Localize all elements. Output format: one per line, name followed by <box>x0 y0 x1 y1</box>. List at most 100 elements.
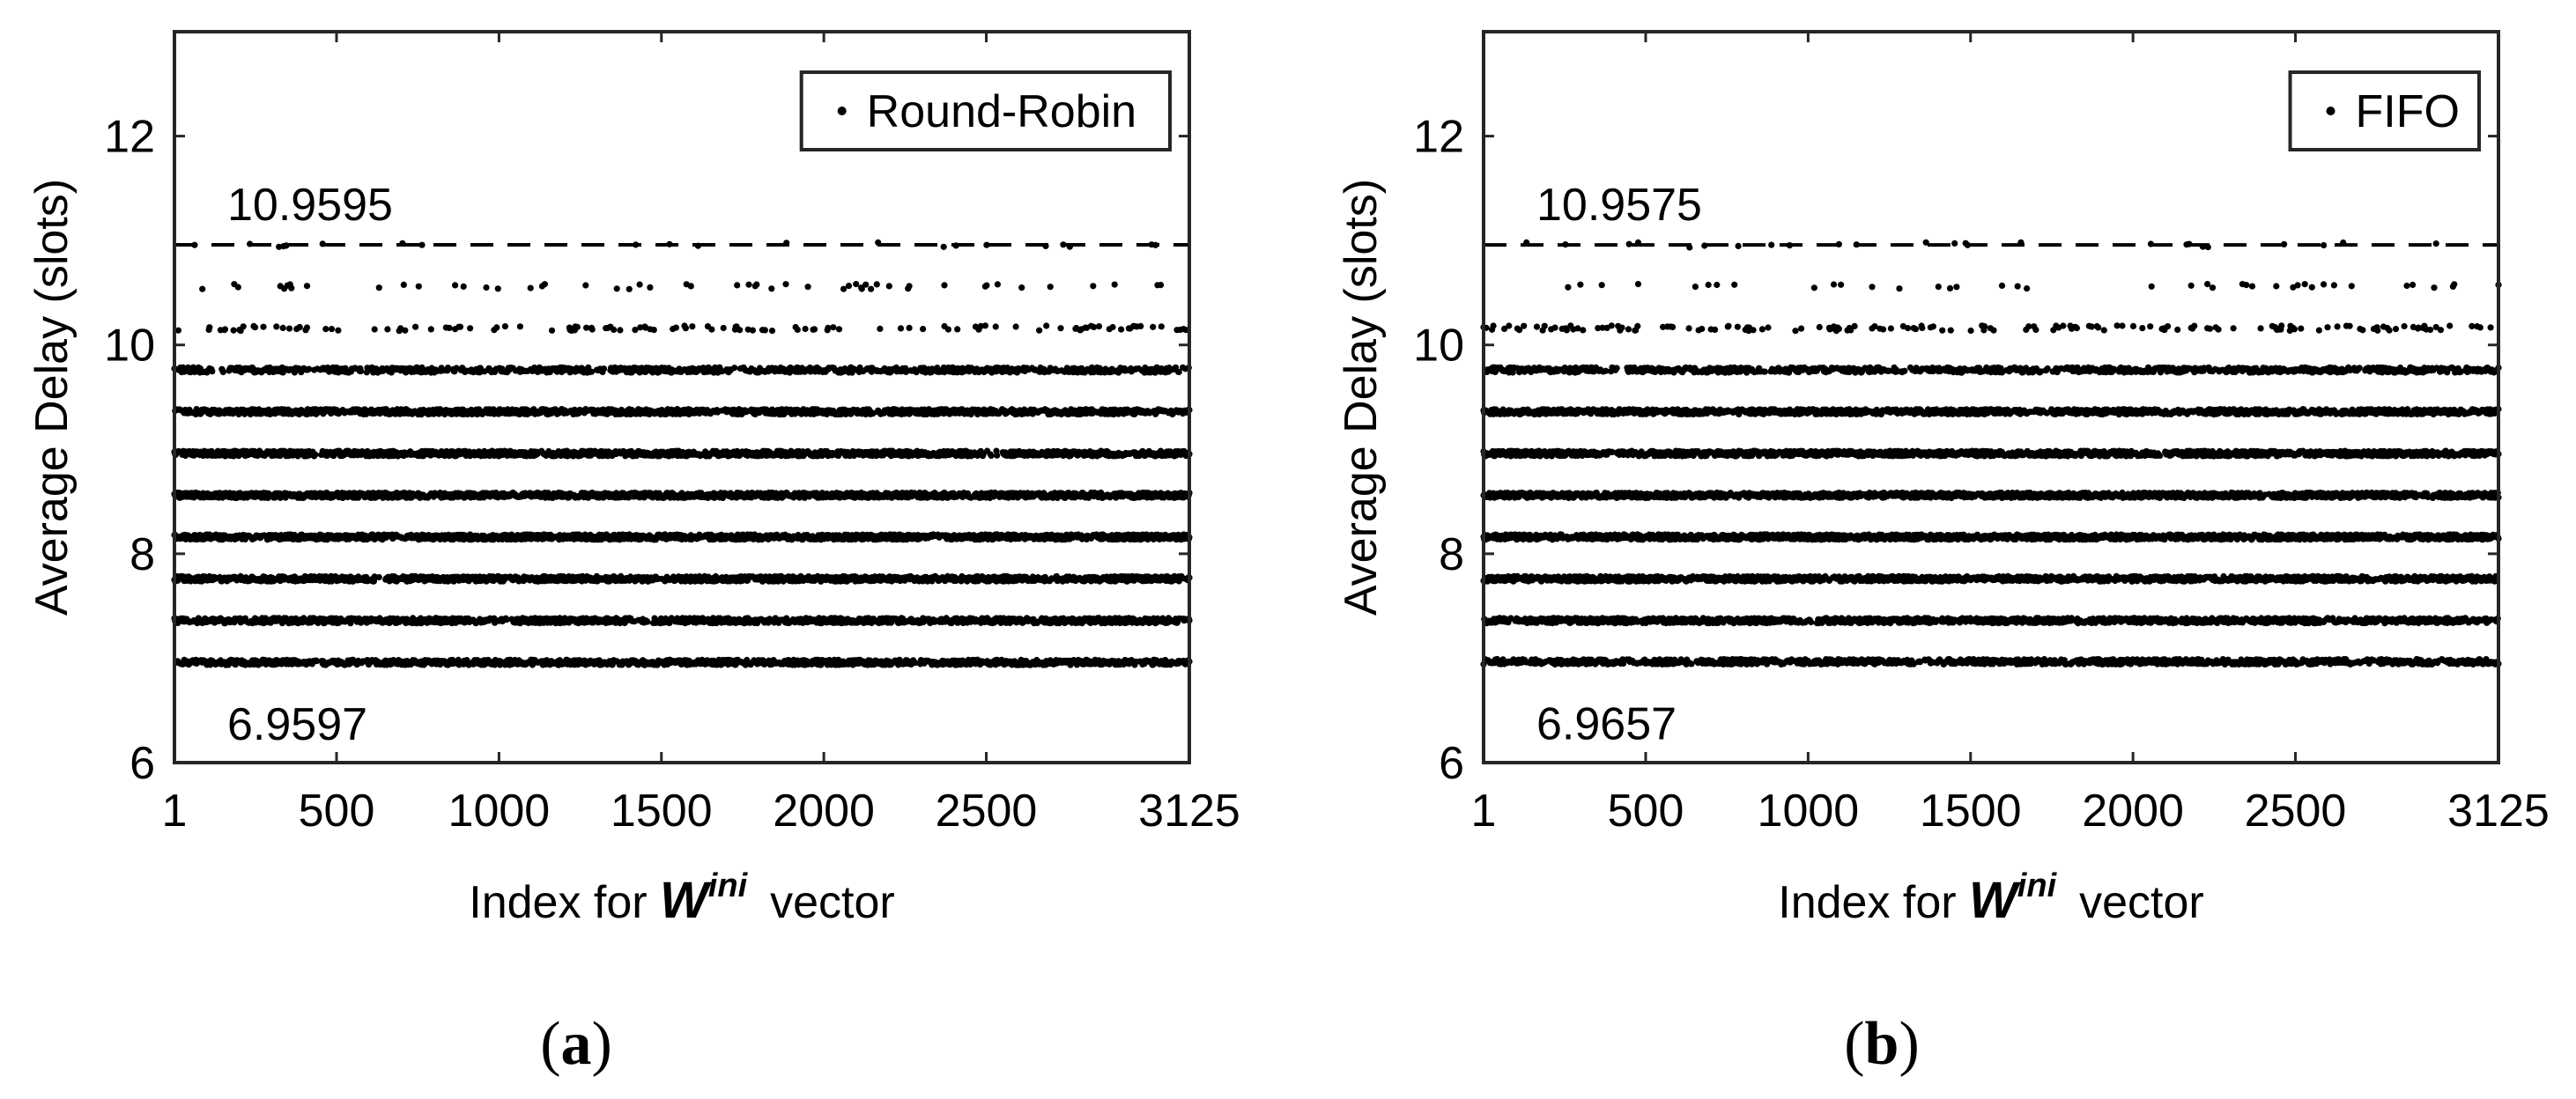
data-point <box>444 365 452 372</box>
data-point <box>415 283 422 290</box>
data-point <box>483 284 490 291</box>
data-point <box>1137 322 1144 329</box>
data-point <box>494 285 501 292</box>
data-point <box>285 325 293 332</box>
data-point <box>768 328 776 335</box>
data-point <box>782 281 789 288</box>
data-point <box>322 326 329 333</box>
data-point <box>548 327 556 334</box>
data-point <box>452 282 459 289</box>
data-point <box>802 325 809 333</box>
data-point <box>845 283 853 290</box>
data-point <box>825 324 832 331</box>
data-point <box>944 326 951 333</box>
data-point <box>303 283 311 290</box>
data-point <box>650 327 657 334</box>
data-point <box>1090 283 1097 290</box>
data-point <box>708 326 715 333</box>
data-point <box>753 281 760 288</box>
data-point <box>402 327 409 334</box>
data-point <box>588 326 596 333</box>
data-point <box>273 323 280 330</box>
data-point <box>830 324 837 331</box>
data-point <box>941 282 948 289</box>
data-point <box>1158 323 1165 330</box>
data-point <box>501 323 509 330</box>
data-point <box>460 283 467 290</box>
data-point <box>371 326 378 333</box>
data-point <box>279 324 286 331</box>
data-point <box>206 324 213 331</box>
data-point <box>1091 323 1098 331</box>
data-point <box>219 368 226 376</box>
data-point <box>1095 323 1103 330</box>
data-point <box>1111 281 1118 288</box>
data-point <box>516 323 524 330</box>
data-point <box>1043 322 1050 329</box>
data-point <box>994 281 1001 288</box>
data-point <box>734 282 741 289</box>
data-point <box>687 283 694 290</box>
data-point <box>1036 327 1043 334</box>
data-point <box>940 243 947 250</box>
level-group <box>172 406 1193 418</box>
data-point <box>303 324 311 331</box>
data-point <box>234 284 241 291</box>
data-point <box>1047 284 1054 291</box>
data-point <box>527 284 534 291</box>
data-point <box>1018 284 1025 291</box>
data-point <box>199 285 206 292</box>
data-point <box>1150 323 1157 330</box>
data-point <box>906 324 913 331</box>
data-point <box>467 325 474 332</box>
data-point <box>209 368 216 375</box>
data-point <box>582 282 589 289</box>
data-point <box>992 323 999 330</box>
data-point <box>400 281 407 288</box>
level-group <box>171 447 1193 460</box>
data-point <box>600 365 608 372</box>
data-point <box>588 368 596 375</box>
data-point <box>672 324 680 331</box>
data-point <box>251 324 259 331</box>
data-point <box>761 327 769 334</box>
level-group <box>171 489 1193 502</box>
data-point <box>804 284 811 291</box>
data-point <box>1109 323 1116 331</box>
data-point <box>988 452 995 460</box>
data-point <box>920 326 927 333</box>
data-point <box>306 365 313 372</box>
level-group <box>199 281 1165 292</box>
data-point <box>358 367 365 375</box>
data-point <box>749 327 757 334</box>
data-point <box>240 323 247 330</box>
data-point <box>689 323 696 330</box>
data-point <box>868 285 875 292</box>
data-point <box>994 452 1001 459</box>
data-point <box>574 323 581 330</box>
data-point <box>296 323 303 331</box>
data-point <box>897 325 905 332</box>
data-point <box>611 326 618 333</box>
data-point <box>983 241 990 248</box>
data-point <box>456 323 464 330</box>
data-point <box>794 326 801 333</box>
data-point <box>1157 282 1165 289</box>
data-point <box>954 326 961 333</box>
data-point <box>981 322 988 329</box>
data-point <box>493 324 500 331</box>
data-point <box>312 451 319 458</box>
data-point <box>731 365 738 372</box>
data-point <box>906 283 913 290</box>
data-point <box>221 326 229 333</box>
data-point <box>1057 325 1064 332</box>
data-point <box>632 327 639 334</box>
data-point <box>768 285 775 292</box>
level-group <box>174 322 1189 335</box>
data-point <box>288 284 295 291</box>
data-point <box>613 285 620 292</box>
data-point <box>873 281 880 288</box>
data-point <box>811 326 818 333</box>
